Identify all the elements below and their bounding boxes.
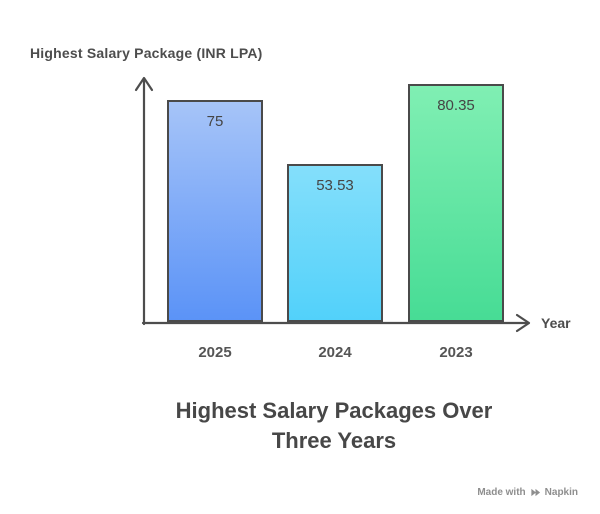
y-axis-label: Highest Salary Package (INR LPA) [30,45,263,61]
x-axis-arrow-icon [515,313,531,333]
bar-2025: 75 [167,100,263,322]
napkin-logo-icon [530,487,541,498]
chart-title-line1: Highest Salary Packages Over [175,398,493,423]
x-axis-label: Year [541,315,571,331]
watermark: Made with Napkin [477,487,578,498]
chart-title-line2: Three Years [271,428,397,453]
category-label-2024: 2024 [318,344,352,361]
y-axis-arrow-icon [134,76,154,92]
bar-value-label: 53.53 [316,177,354,194]
watermark-brand: Napkin [544,487,578,498]
bar-2023: 80.35 [408,84,504,322]
bar-value-label: 75 [206,113,224,130]
bar-2024: 53.53 [287,164,383,322]
category-label-2025: 2025 [198,344,232,361]
category-label-2023: 2023 [439,344,473,361]
watermark-prefix: Made with [477,487,526,498]
chart-title: Highest Salary Packages Over Three Years [64,396,600,456]
bar-value-label: 80.35 [437,97,475,114]
